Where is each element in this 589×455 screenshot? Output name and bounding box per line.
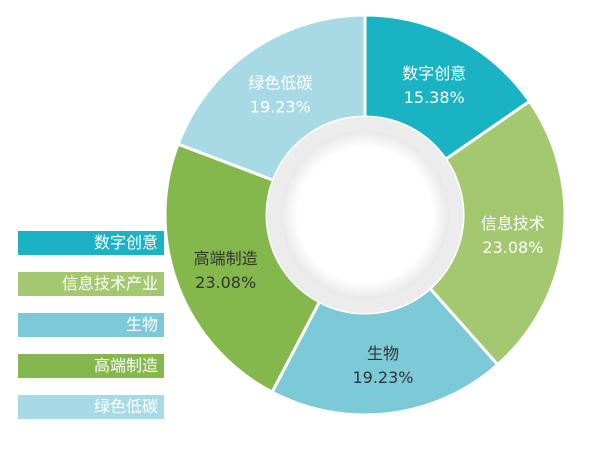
slice-category-label: 信息技术	[481, 214, 545, 233]
slice-category-label: 绿色低碳	[248, 73, 312, 92]
slice-value-label: 23.08%	[482, 238, 543, 257]
slice-group	[163, 13, 567, 417]
slice-value-label: 15.38%	[404, 88, 465, 107]
slice-value-label: 19.23%	[352, 368, 413, 387]
legend-item: 数字创意	[18, 231, 164, 255]
legend: 数字创意信息技术产业 生物高端制造绿色低碳	[18, 231, 164, 436]
slice-category-label: 数字创意	[402, 64, 466, 83]
slice-5	[176, 13, 367, 183]
legend-item: 绿色低碳	[18, 395, 164, 419]
slice-category-label: 高端制造	[194, 249, 258, 268]
legend-item: 生物	[18, 313, 164, 337]
slice-value-label: 23.08%	[195, 273, 256, 292]
legend-item: 信息技术产业	[18, 272, 164, 296]
slice-category-label: 生物	[367, 344, 399, 363]
legend-item: 高端制造	[18, 354, 164, 378]
slice-value-label: 19.23%	[250, 97, 311, 116]
slice-label-group: 数字创意 15.38% 信息技术 23.08% 生物 19.23% 高端制造 23.08% 绿色…	[194, 64, 545, 387]
donut-inner-hole	[281, 131, 449, 299]
